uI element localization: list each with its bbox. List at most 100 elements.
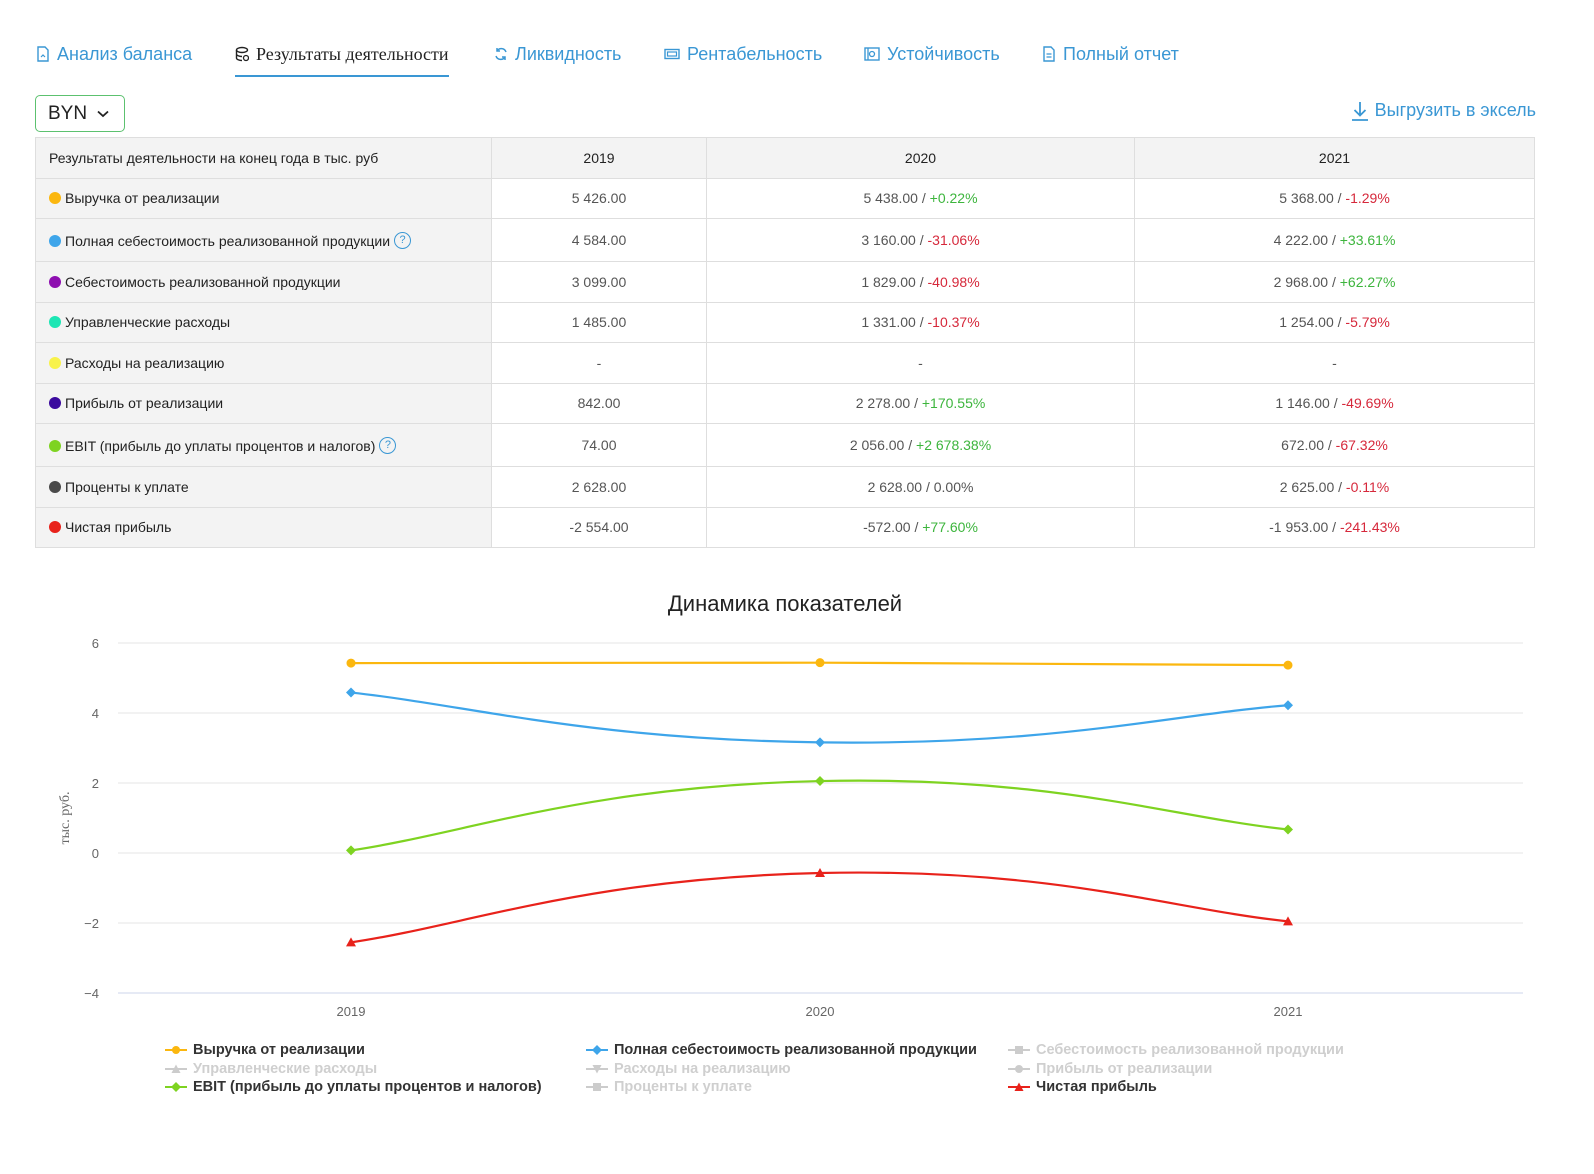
data-point <box>815 776 825 787</box>
change-percent: +2 678.38% <box>916 437 992 453</box>
table-body: Выручка от реализации 5 426.00 5 438.00 / … <box>35 177 1535 548</box>
data-point <box>1283 660 1293 670</box>
header-2020: 2020 <box>706 137 1135 179</box>
tab-profitability[interactable]: Рентабельность <box>664 36 822 72</box>
tab-label: Полный отчет <box>1063 43 1179 64</box>
header-2021: 2021 <box>1134 137 1535 179</box>
table-row: Расходы на реализацию - - - <box>35 342 1535 384</box>
tab-stability[interactable]: Устойчивость <box>864 36 1000 72</box>
legend-item[interactable]: Прибыль от реализации <box>1008 1061 1212 1077</box>
value: 1 254.00 <box>1279 314 1334 331</box>
row-label: Чистая прибыль <box>65 519 172 536</box>
cell-2021: 4 222.00 / +33.61% <box>1134 218 1535 262</box>
cell-2020: 1 829.00 / -40.98% <box>706 261 1135 303</box>
cell-2021: 5 368.00 / -1.29% <box>1134 177 1535 219</box>
change-percent: -31.06% <box>927 232 980 248</box>
help-icon[interactable]: ? <box>394 231 412 249</box>
series-color-dot <box>49 192 61 205</box>
value: 1 485.00 <box>571 314 627 331</box>
y-tick-label: 2 <box>92 776 99 791</box>
tab-balance-analysis[interactable]: Анализ баланса <box>36 36 192 72</box>
legend-item[interactable]: Управленческие расходы <box>165 1061 377 1077</box>
row-label: Полная себестоимость реализованной проду… <box>65 232 391 249</box>
cell-2019: 842.00 <box>491 382 707 424</box>
y-tick-label: −4 <box>84 986 99 1001</box>
change-percent: +33.61% <box>1339 232 1396 248</box>
value: 5 426.00 <box>571 190 627 207</box>
report-icon <box>1043 46 1055 62</box>
value: 4 222.00 <box>1273 232 1329 248</box>
table-row: Прибыль от реализации 842.00 2 278.00 / +1… <box>35 382 1535 424</box>
row-label-cell: Управленческие расходы <box>35 301 492 343</box>
value: - <box>596 354 602 371</box>
row-label: Себестоимость реализованной продукции <box>65 273 341 290</box>
cell-2020: 2 628.00 / 0.00% <box>706 466 1135 508</box>
tab-liquidity[interactable]: Ликвидность <box>494 36 621 72</box>
data-point <box>1283 700 1293 711</box>
legend-item[interactable]: Чистая прибыль <box>1008 1079 1157 1095</box>
value: 2 278.00 <box>855 395 911 412</box>
data-point <box>815 737 825 748</box>
legend-marker-icon <box>586 1083 608 1091</box>
cell-2019: - <box>491 342 707 384</box>
series-color-dot <box>49 480 61 493</box>
legend-label: Проценты к уплате <box>614 1079 752 1095</box>
tab-full-report[interactable]: Полный отчет <box>1042 36 1179 72</box>
value: -1 953.00 <box>1269 519 1329 536</box>
tab-label: Устойчивость <box>887 43 1000 64</box>
row-label-cell: Чистая прибыль <box>35 506 492 548</box>
export-excel-button[interactable]: Выгрузить в эксель <box>1351 100 1536 121</box>
results-table: Результаты деятельности на конец года в … <box>35 137 1535 548</box>
data-point <box>1283 824 1293 835</box>
tab-label: Рентабельность <box>687 43 823 64</box>
currency-select[interactable]: BYN <box>35 95 125 132</box>
value: 3 160.00 <box>861 232 916 248</box>
cell-2019: -2 554.00 <box>491 506 707 548</box>
value: -572.00 <box>863 519 911 536</box>
row-label-cell: EBIT (прибыль до уплаты процентов и нало… <box>35 423 492 467</box>
safe-icon <box>864 47 880 61</box>
series-line <box>350 779 1289 852</box>
download-icon <box>1351 101 1368 121</box>
legend-item[interactable]: Выручка от реализации <box>165 1042 365 1058</box>
change-percent: -67.32% <box>1335 437 1388 453</box>
legend-label: Управленческие расходы <box>193 1060 378 1077</box>
cell-2021: 672.00 / -67.32% <box>1134 423 1535 467</box>
data-point <box>815 868 825 878</box>
data-point <box>815 658 825 668</box>
chart-title: Динамика показателей <box>667 591 903 616</box>
legend-item[interactable]: Расходы на реализацию <box>586 1061 791 1077</box>
row-label: Управленческие расходы <box>65 314 231 331</box>
tab-performance-results[interactable]: Результаты деятельности <box>235 36 449 77</box>
cell-2021: 2 968.00 / +62.27% <box>1134 261 1535 303</box>
series-line <box>350 871 1289 944</box>
legend-item[interactable]: Проценты к уплате <box>586 1079 752 1095</box>
cell-2019: 2 628.00 <box>491 466 707 508</box>
value: 2 628.00 <box>571 478 627 495</box>
value: 3 099.00 <box>571 273 627 290</box>
y-axis-label: тыс. руб. <box>58 792 73 845</box>
data-point <box>346 687 356 698</box>
table-header-row: Результаты деятельности на конец года в … <box>35 137 1535 179</box>
legend-label: Прибыль от реализации <box>1036 1060 1213 1077</box>
legend-item[interactable]: Полная себестоимость реализованной проду… <box>586 1042 977 1058</box>
row-label: EBIT (прибыль до уплаты процентов и нало… <box>65 437 376 454</box>
change-percent: +0.22% <box>929 190 978 207</box>
cell-2020: 1 331.00 / -10.37% <box>706 301 1135 343</box>
help-icon[interactable]: ? <box>379 436 397 454</box>
cell-2019: 4 584.00 <box>491 218 707 262</box>
legend-item[interactable]: Себестоимость реализованной продукции <box>1008 1042 1344 1058</box>
series-color-dot <box>49 234 61 247</box>
change-percent: -49.69% <box>1341 395 1394 412</box>
legend-item[interactable]: EBIT (прибыль до уплаты процентов и нало… <box>165 1079 542 1095</box>
x-tick-label: 2021 <box>1274 1004 1303 1019</box>
cell-2021: - <box>1134 342 1535 384</box>
row-label: Выручка от реализации <box>65 190 220 207</box>
cell-2020: 2 056.00 / +2 678.38% <box>706 423 1135 467</box>
data-point <box>346 937 356 947</box>
legend-marker-icon <box>586 1045 608 1055</box>
change-percent: -10.37% <box>927 314 980 331</box>
cell-2021: 1 254.00 / -5.79% <box>1134 301 1535 343</box>
x-tick-label: 2019 <box>337 1004 366 1019</box>
series-color-dot <box>49 356 61 369</box>
